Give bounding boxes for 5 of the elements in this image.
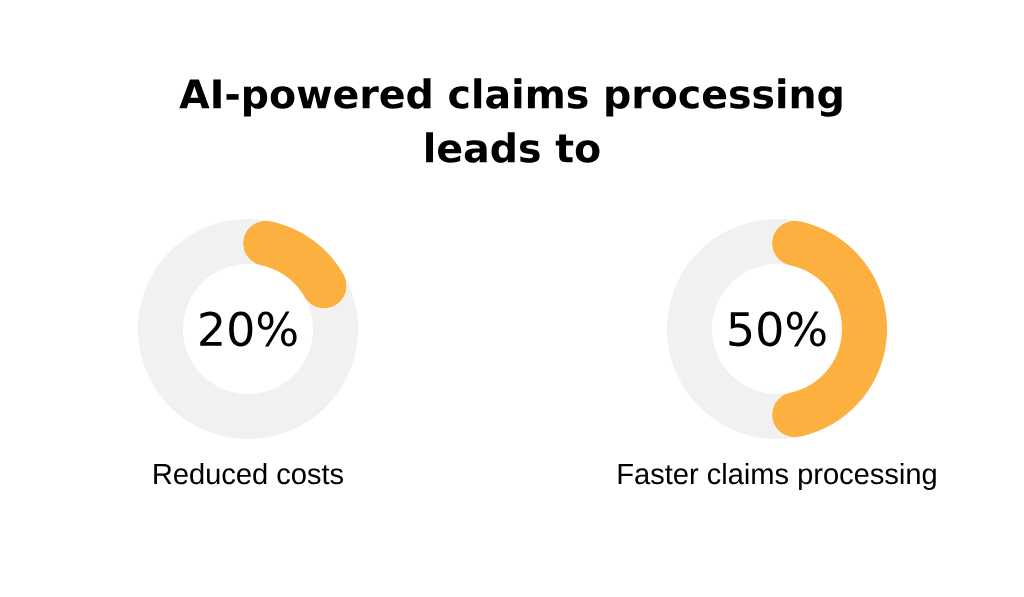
text: Faster claims processing <box>618 462 936 491</box>
data-label: 20% <box>200 311 297 347</box>
data-label: 50% <box>729 311 826 347</box>
text: AI-powered claims processing leads to <box>179 78 842 163</box>
text: Reduced costs <box>154 462 344 485</box>
